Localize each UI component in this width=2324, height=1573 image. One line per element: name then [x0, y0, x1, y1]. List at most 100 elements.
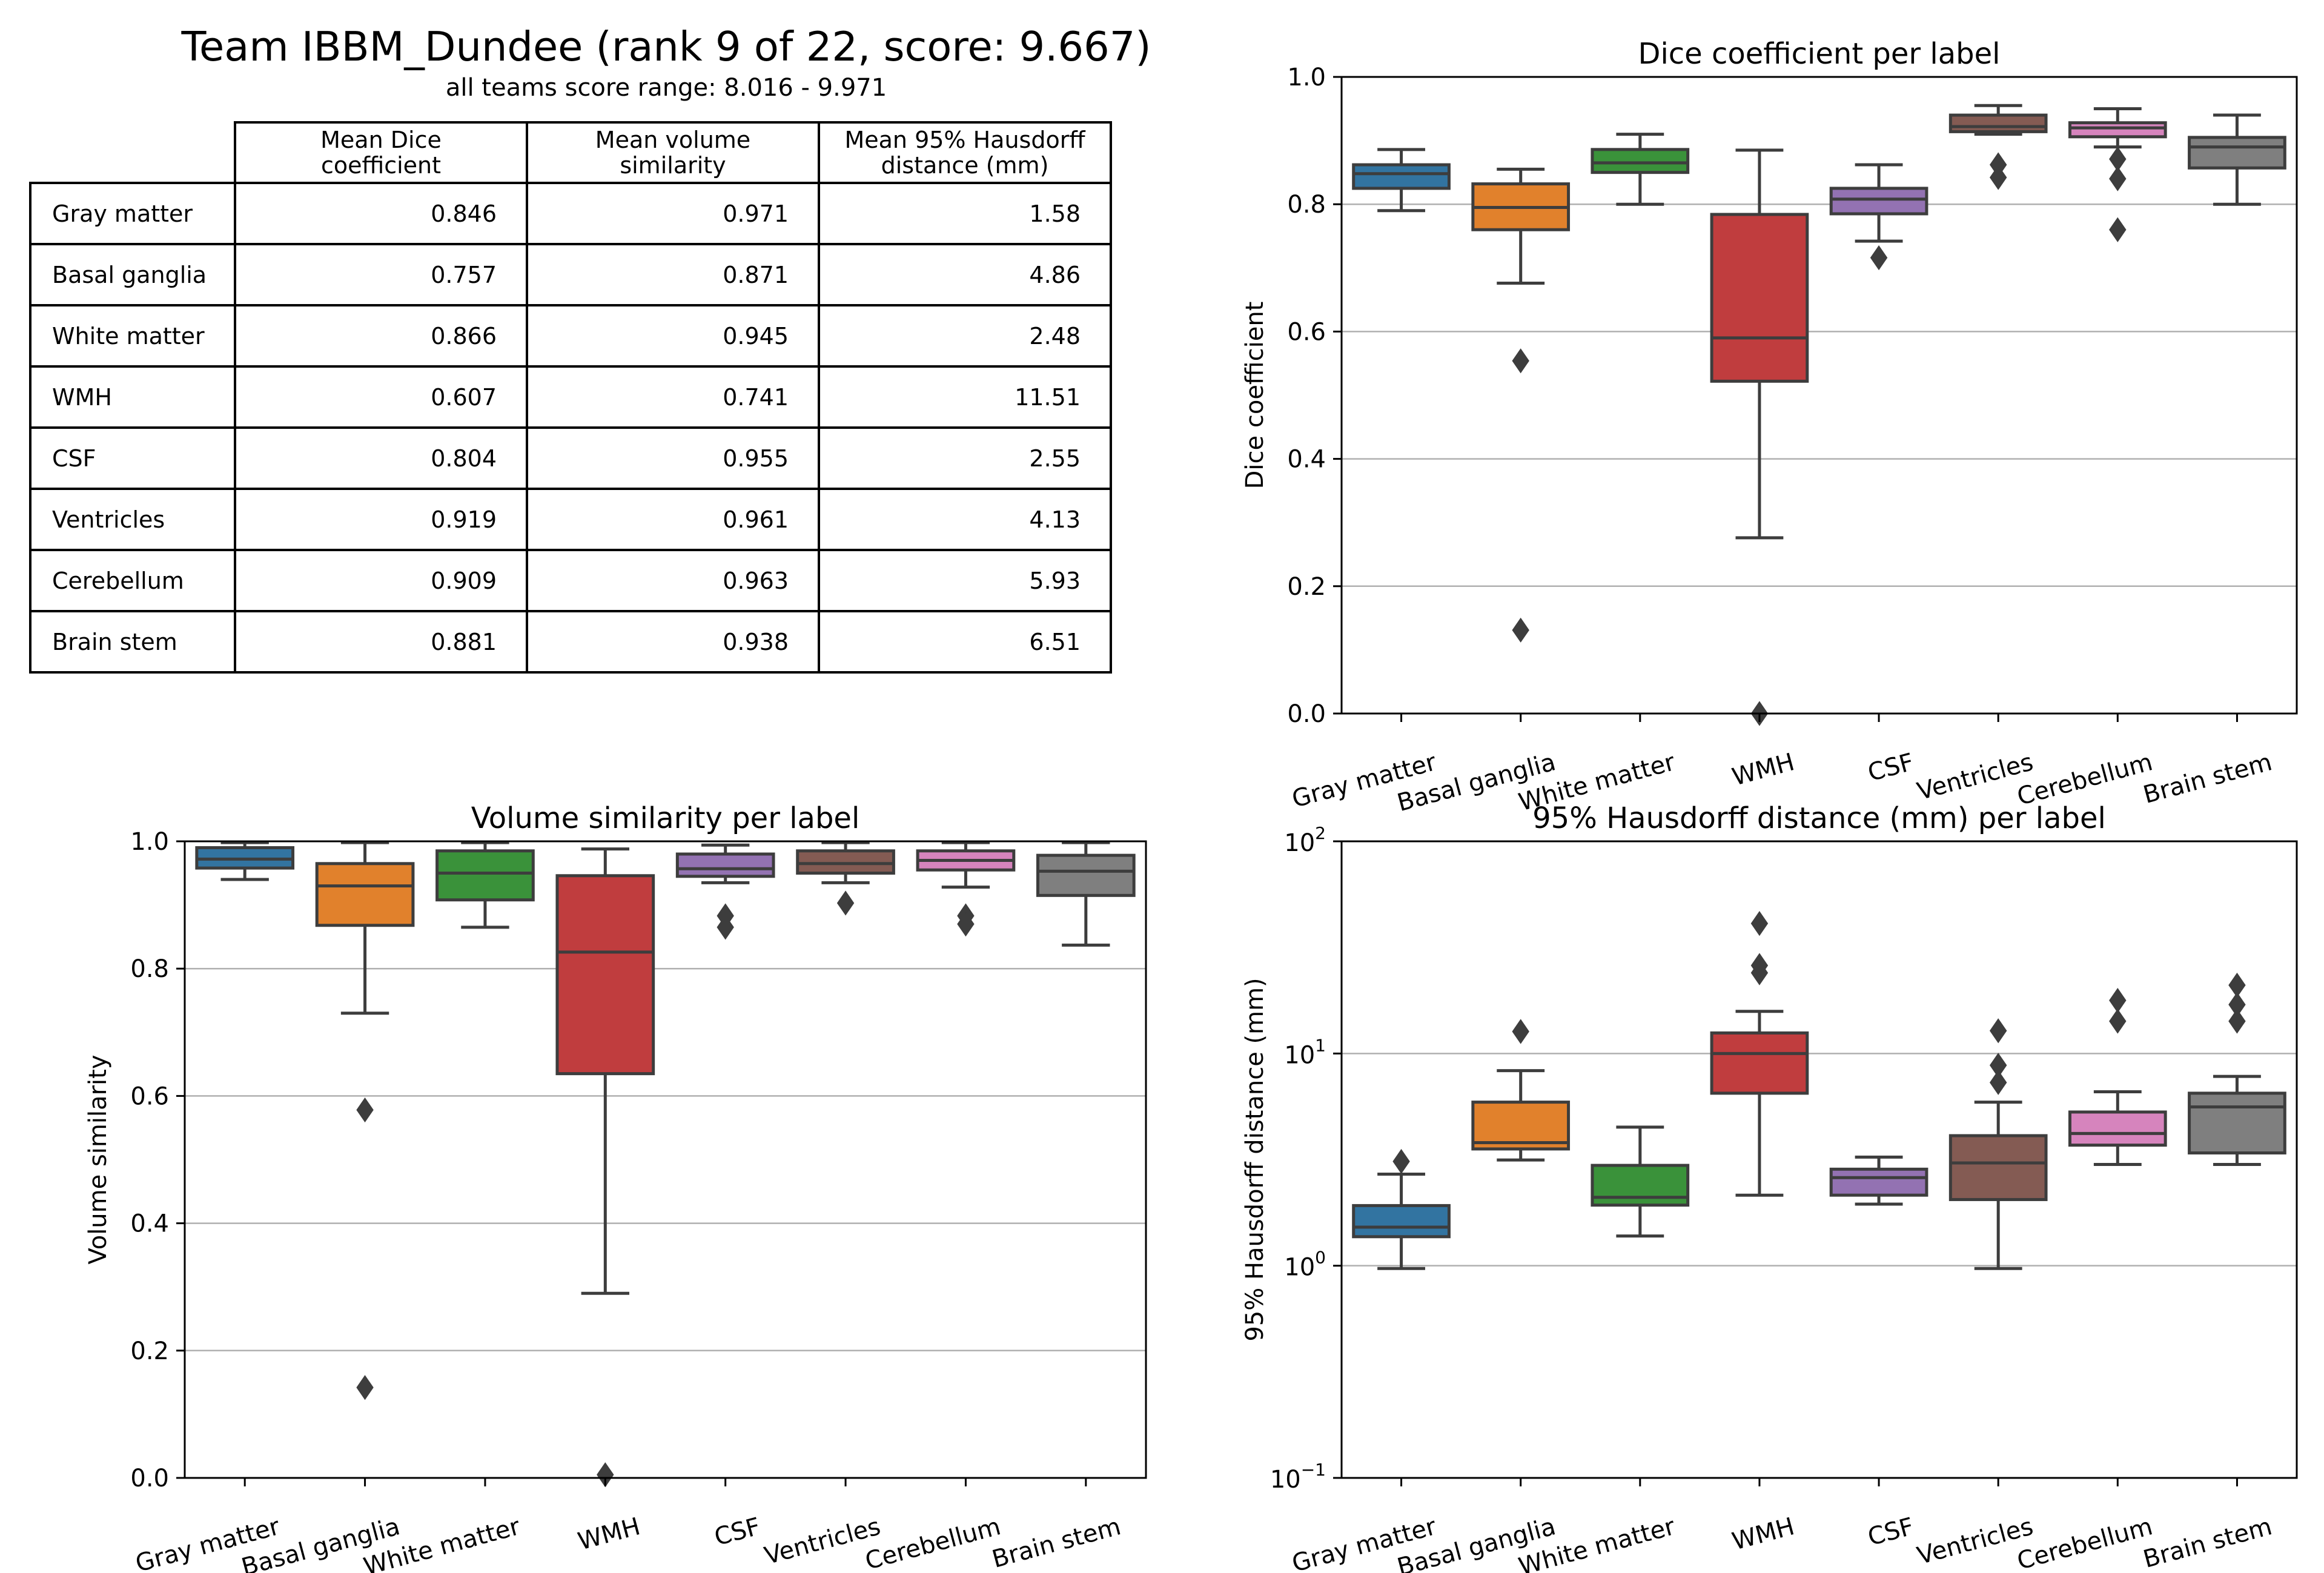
- plot-frame: [1340, 840, 2298, 1479]
- table-row: CSF 0.804 0.955 2.55: [29, 426, 1112, 490]
- row-label: WMH: [29, 365, 236, 429]
- box-iqr: [1352, 1204, 1451, 1239]
- row-label: Basal ganglia: [29, 243, 236, 306]
- y-tick-label: 0.6: [1287, 318, 1326, 346]
- box-basal-ganglia: [1471, 167, 1571, 643]
- box-iqr: [796, 849, 895, 875]
- box-wmh: [1710, 911, 1809, 1197]
- outlier-point: [2228, 992, 2246, 1018]
- cell-dice: 0.607: [234, 365, 528, 429]
- box-white-matter: [1591, 133, 1690, 206]
- box-iqr: [2188, 1091, 2286, 1154]
- outlier-point: [1750, 911, 1769, 936]
- y-tick-label: 0.8: [1287, 191, 1326, 219]
- box-iqr: [555, 874, 655, 1076]
- cell-hausdorff: 1.58: [818, 182, 1112, 245]
- table-row: Ventricles 0.919 0.961 4.13: [29, 488, 1112, 551]
- cell-dice: 0.757: [234, 243, 528, 306]
- box-cerebellum: [2068, 107, 2167, 242]
- outlier-point: [2109, 1008, 2127, 1034]
- y-tick-label: 1.0: [1287, 64, 1326, 91]
- box-brain-stem: [2188, 972, 2286, 1167]
- y-tick-label: 0.2: [130, 1337, 169, 1365]
- x-tick-label: Brain stem: [2140, 748, 2275, 809]
- outlier-point: [1392, 1148, 1410, 1174]
- y-tick-label: 100: [1284, 1248, 1326, 1282]
- box-iqr: [2188, 136, 2286, 170]
- col-header-line: similarity: [620, 152, 726, 179]
- cell-volume: 0.741: [526, 365, 820, 429]
- x-tick-label: Brain stem: [2140, 1512, 2275, 1573]
- outlier-point: [1870, 245, 1888, 271]
- outlier-point: [1989, 165, 2007, 190]
- box-ventricles: [1948, 104, 2048, 190]
- box-iqr: [675, 852, 775, 878]
- cell-dice: 0.866: [234, 304, 528, 368]
- box-ventricles: [796, 841, 895, 916]
- y-tick-label: 101: [1284, 1035, 1326, 1069]
- cell-dice: 0.804: [234, 426, 528, 490]
- x-tick-label: WMH: [1729, 1512, 1797, 1555]
- outlier-point: [1512, 1019, 1529, 1044]
- row-label: Cerebellum: [29, 549, 236, 612]
- x-tick-label: CSF: [712, 1512, 764, 1551]
- box-iqr: [1829, 1167, 1928, 1197]
- outlier-point: [2228, 972, 2246, 998]
- box-gray-matter: [1352, 148, 1451, 213]
- outlier-point: [957, 912, 975, 937]
- box-wmh: [555, 847, 655, 1488]
- box-csf: [1829, 1155, 1928, 1206]
- x-tick-label: WMH: [1729, 748, 1797, 791]
- row-label: White matter: [29, 304, 236, 368]
- outlier-point: [1989, 1018, 2007, 1044]
- chart-title: Dice coefficient per label: [1638, 37, 2000, 71]
- cell-volume: 0.955: [526, 426, 820, 490]
- box-iqr: [2068, 121, 2167, 139]
- cell-hausdorff: 4.13: [818, 488, 1112, 551]
- cell-hausdorff: 6.51: [818, 610, 1112, 674]
- y-axis-label: 95% Hausdorff distance (mm): [1241, 978, 1269, 1341]
- x-tick-label: Cerebellum: [862, 1512, 1004, 1573]
- figure-subtitle: all teams score range: 8.016 - 9.971: [445, 74, 887, 102]
- box-csf: [675, 843, 775, 940]
- col-header-line: Mean volume: [595, 127, 751, 153]
- table-row: Gray matter 0.846 0.971 1.58: [29, 182, 1112, 245]
- outlier-point: [2228, 1008, 2246, 1034]
- box-iqr: [1829, 187, 1928, 216]
- x-tick-label: CSF: [1865, 1512, 1917, 1551]
- row-label: Brain stem: [29, 610, 236, 674]
- outlier-point: [836, 890, 855, 916]
- outlier-point: [1989, 1070, 2007, 1095]
- x-tick-label: WMH: [575, 1512, 643, 1555]
- chart-title: 95% Hausdorff distance (mm) per label: [1532, 801, 2106, 835]
- outlier-point: [2109, 217, 2127, 242]
- table-row: Brain stem 0.881 0.938 6.51: [29, 610, 1112, 674]
- x-tick-label: Brain stem: [989, 1512, 1124, 1573]
- y-tick-label: 0.4: [130, 1210, 169, 1238]
- y-tick-label: 0.0: [1287, 700, 1326, 728]
- cell-hausdorff: 5.93: [818, 549, 1112, 612]
- cell-dice: 0.909: [234, 549, 528, 612]
- cell-volume: 0.963: [526, 549, 820, 612]
- box-gray-matter: [195, 841, 295, 881]
- cell-hausdorff: 2.48: [818, 304, 1112, 368]
- box-iqr: [1948, 113, 2048, 133]
- box-iqr: [1591, 1164, 1690, 1207]
- box-cerebellum: [916, 841, 1016, 937]
- box-iqr: [315, 862, 415, 927]
- y-tick-label: 0.6: [130, 1082, 169, 1110]
- box-white-matter: [435, 841, 535, 929]
- y-axis-label: Dice coefficient: [1241, 302, 1269, 489]
- box-white-matter: [1591, 1125, 1690, 1238]
- y-tick-exponent: 1: [1315, 1035, 1326, 1055]
- box-iqr: [1591, 148, 1690, 174]
- results-table: Mean Dice coefficient Mean volume simila…: [29, 121, 1112, 674]
- y-axis-label: Volume similarity: [84, 1055, 112, 1264]
- y-tick-exponent: −1: [1301, 1460, 1326, 1480]
- col-header-dice: Mean Dice coefficient: [234, 121, 528, 184]
- cell-volume: 0.938: [526, 610, 820, 674]
- chart-title: Volume similarity per label: [471, 801, 860, 835]
- col-header-line: Mean 95% Hausdorff: [844, 127, 1085, 153]
